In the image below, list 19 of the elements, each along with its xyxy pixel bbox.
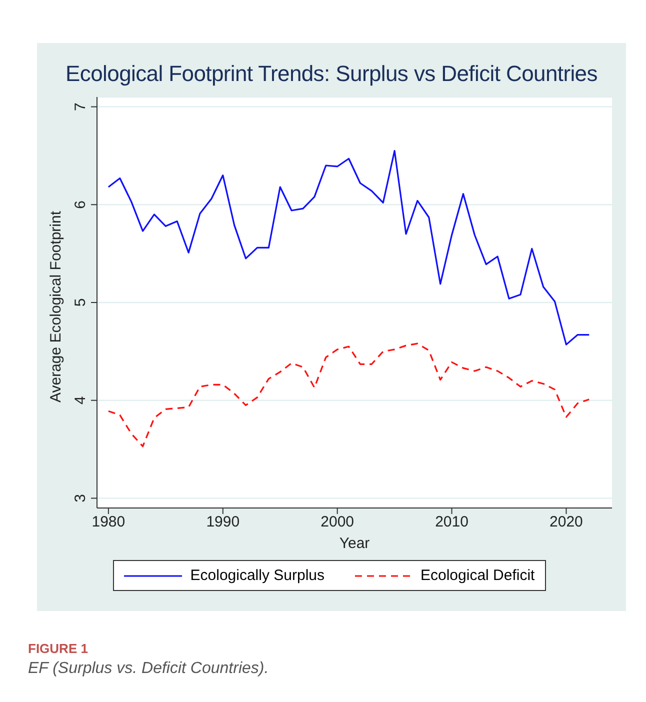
- text: EF (Surplus vs. Deficit Countries).: [28, 660, 270, 678]
- y-tick-label: 6: [72, 200, 89, 209]
- x-axis-title: Year: [339, 535, 370, 552]
- y-tick-label: 3: [72, 494, 89, 502]
- line-series: [108, 150, 590, 346]
- x-tick-label: 2000: [320, 514, 354, 531]
- x-tick-label: 1980: [92, 514, 126, 531]
- x-tick-label: 2020: [550, 514, 583, 531]
- y-tick-label: 4: [72, 396, 89, 405]
- caption: FIGURE 1: [28, 641, 89, 656]
- line-series: [108, 342, 590, 448]
- y-axis-title: Average Ecological Footprint: [47, 210, 64, 402]
- x-tick-label: 1990: [206, 514, 240, 531]
- y-tick-label: 7: [72, 102, 89, 111]
- legend-label: Ecologically Surplus: [190, 567, 324, 584]
- chart-title: Ecological Footprint Trends: Surplus vs Deficit Countries: [64, 61, 598, 87]
- x-tick-label: 2010: [435, 514, 468, 531]
- legend-label: Ecological Deficit: [420, 567, 535, 584]
- y-tick-label: 5: [72, 298, 89, 307]
